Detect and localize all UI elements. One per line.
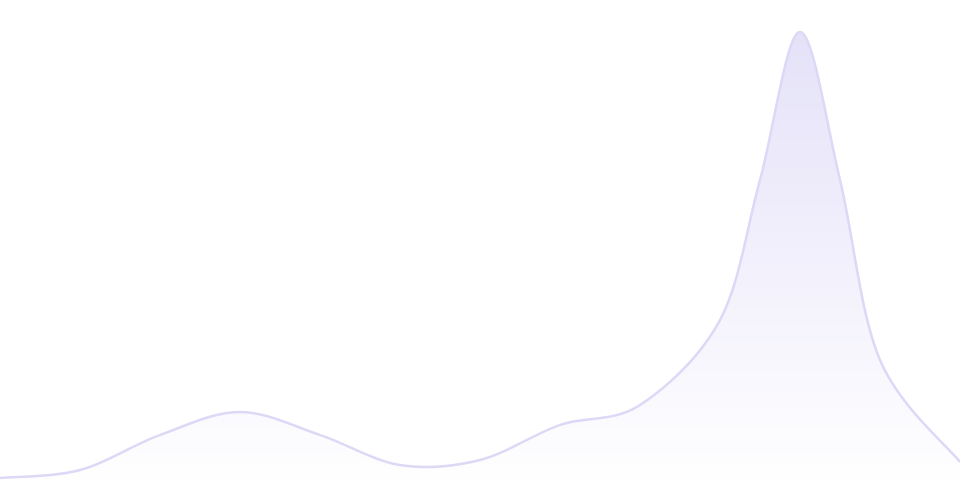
area-fill	[0, 32, 960, 480]
area-line	[0, 30, 960, 480]
